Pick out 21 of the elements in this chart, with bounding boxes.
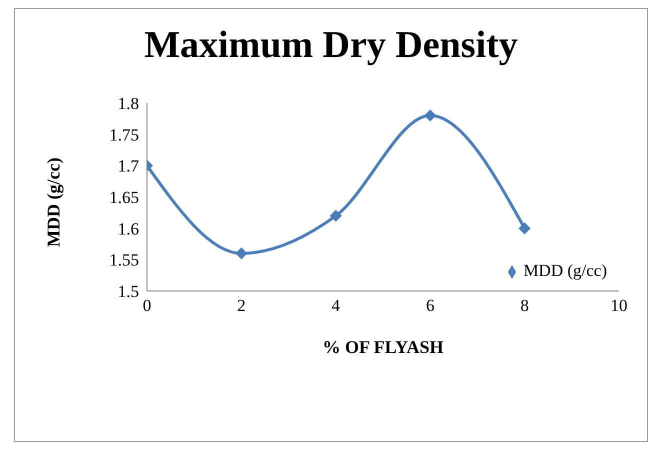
y-tick-label: 1.5	[118, 282, 139, 302]
chart-title: Maximum Dry Density	[143, 23, 519, 67]
y-tick-label: 1.8	[118, 94, 139, 114]
x-tick-label: 4	[332, 296, 341, 316]
point	[235, 247, 248, 260]
y-tick-label: 1.55	[109, 250, 139, 270]
point	[330, 210, 342, 222]
x-axis-title: % OF FLYASH	[322, 337, 444, 357]
y-tick-label: 1.7	[118, 156, 140, 176]
y-axis-title: MDD (g/cc)	[43, 158, 64, 247]
x-tick-label: 2	[237, 296, 246, 316]
y-tick-label: 1.6	[118, 219, 139, 238]
y-tick-label: 1.75	[109, 125, 139, 144]
x-tick-label: 0	[142, 296, 152, 316]
point	[424, 110, 436, 122]
x-tick-label: 6	[426, 296, 434, 316]
point	[518, 222, 531, 234]
y-tick-label: 1.65	[109, 188, 139, 208]
x-tick-label: 8	[520, 296, 529, 316]
x-tick-label: 10	[610, 296, 628, 316]
legend-label: MDD (g/cc)	[523, 261, 607, 280]
